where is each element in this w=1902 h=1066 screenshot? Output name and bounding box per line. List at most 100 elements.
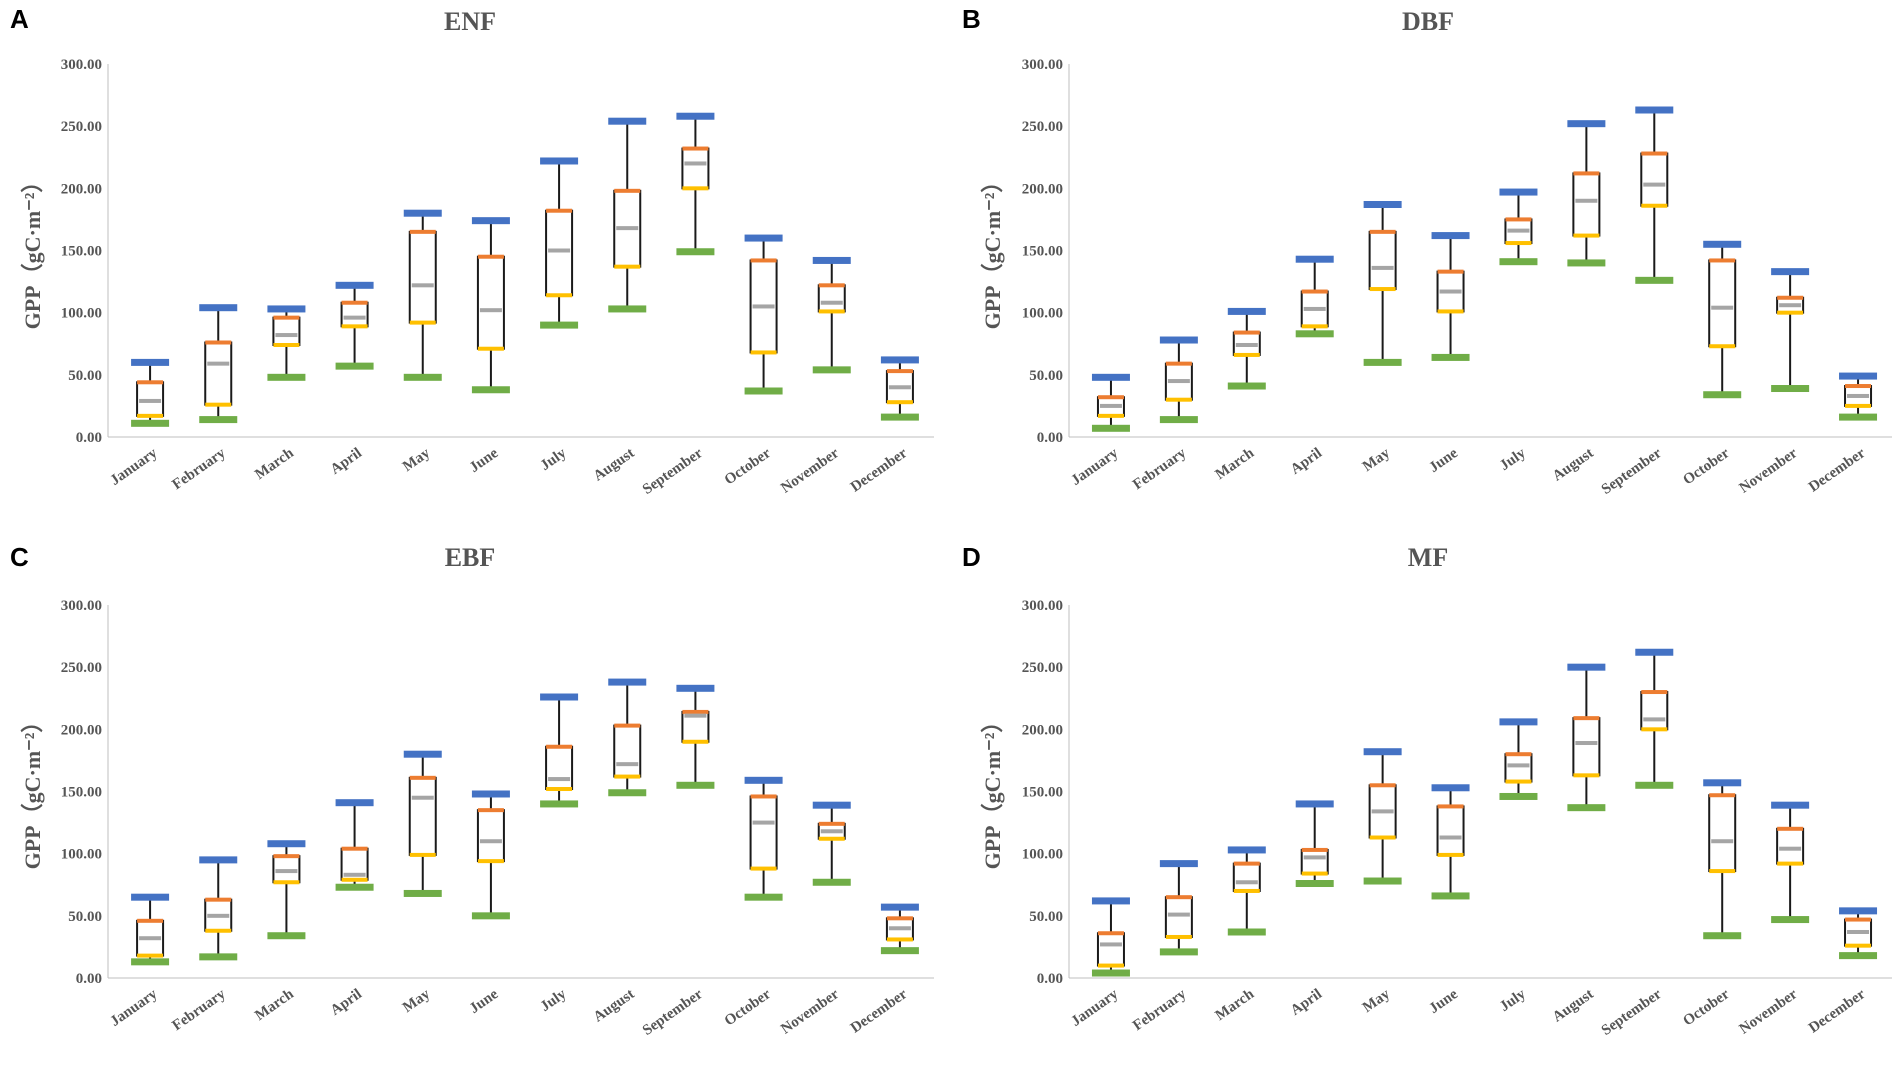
q1-marker: [477, 859, 504, 864]
q1-marker: [409, 320, 436, 325]
iqr-box: [1504, 753, 1533, 783]
x-tick-label: September: [1599, 445, 1665, 498]
min-marker: [1363, 877, 1402, 885]
max-marker: [1091, 897, 1130, 905]
median-marker: [1779, 303, 1802, 308]
panel-letter: A: [10, 4, 29, 34]
q1-marker: [886, 400, 913, 405]
median-marker: [275, 333, 298, 338]
q3-marker: [886, 916, 913, 921]
min-marker: [880, 947, 919, 955]
iqr-box: [340, 301, 369, 328]
q3-marker: [1777, 295, 1804, 300]
iqr-box: [1096, 932, 1125, 967]
iqr-box: [1708, 794, 1737, 873]
q1-marker: [1233, 352, 1260, 357]
min-marker: [608, 305, 647, 313]
min-marker: [1635, 276, 1674, 284]
x-tick-label: January: [108, 445, 161, 489]
q1-marker: [205, 928, 232, 933]
iqr-box: [545, 745, 574, 791]
iqr-box: [1436, 805, 1465, 856]
q1-marker: [1573, 233, 1600, 238]
max-marker: [608, 678, 647, 686]
x-tick-label: August: [591, 986, 638, 1025]
x-tick-label: April: [1288, 445, 1325, 478]
min-marker: [1499, 258, 1538, 266]
iqr-box: [817, 284, 846, 313]
q3-marker: [1709, 258, 1736, 263]
q3-marker: [1165, 895, 1192, 900]
median-marker: [1099, 942, 1122, 947]
median-marker: [1167, 912, 1190, 917]
max-marker: [1363, 748, 1402, 756]
max-marker: [1567, 120, 1606, 128]
q1-marker: [341, 324, 368, 329]
x-tick-label: November: [778, 986, 842, 1038]
q1-marker: [1233, 888, 1260, 893]
min-marker: [267, 373, 306, 381]
median-marker: [343, 872, 366, 877]
q3-marker: [1573, 716, 1600, 721]
q1-marker: [1165, 397, 1192, 402]
q3-marker: [137, 380, 164, 385]
min-marker: [1159, 416, 1198, 424]
panel-c: C EBF GPP（gC·m⁻²） 0.00 50.00 100.00 150.00 200.…: [10, 542, 934, 1039]
iqr-box: [408, 776, 437, 856]
q1-marker: [1165, 934, 1192, 939]
iqr-box: [1368, 230, 1397, 291]
max-marker: [1431, 784, 1470, 792]
min-marker: [471, 386, 510, 394]
x-tick-label: January: [1068, 445, 1121, 489]
min-marker: [131, 958, 170, 966]
q3-marker: [477, 808, 504, 813]
q3-marker: [137, 918, 164, 923]
panel-letter: B: [962, 4, 981, 34]
min-marker: [199, 416, 238, 424]
max-marker: [1431, 232, 1470, 240]
median-marker: [1847, 929, 1870, 934]
chart-title: MF: [1408, 543, 1448, 572]
iqr-box: [1640, 691, 1669, 731]
median-marker: [1371, 265, 1394, 270]
min-marker: [1771, 916, 1810, 924]
q3-marker: [750, 258, 777, 263]
max-marker: [1363, 200, 1402, 208]
x-tick-label: October: [1680, 445, 1732, 488]
median-marker: [1371, 809, 1394, 814]
min-marker: [1227, 928, 1266, 936]
q1-marker: [477, 346, 504, 351]
q1-marker: [1301, 871, 1328, 876]
min-marker: [540, 800, 579, 808]
median-marker: [752, 820, 775, 825]
x-tick-label: August: [1550, 445, 1597, 484]
median-marker: [1575, 741, 1598, 746]
q1-marker: [273, 880, 300, 885]
q3-marker: [1097, 395, 1124, 400]
q3-marker: [1097, 931, 1124, 936]
q3-marker: [1709, 793, 1736, 798]
q1-marker: [1301, 324, 1328, 329]
iqr-box: [1708, 259, 1737, 348]
iqr-box: [681, 147, 710, 190]
median-marker: [548, 248, 571, 253]
y-tick-label: 250.00: [1022, 660, 1063, 676]
q3-marker: [614, 188, 641, 193]
iqr-box: [204, 341, 233, 406]
q3-marker: [818, 821, 845, 826]
max-marker: [880, 356, 919, 364]
iqr-box: [1572, 172, 1601, 237]
y-tick-label: 150.00: [61, 785, 102, 801]
median-marker: [1439, 289, 1462, 294]
min-marker: [403, 373, 442, 381]
y-tick-label: 150.00: [1022, 244, 1063, 260]
x-tick-label: March: [1213, 986, 1258, 1024]
min-marker: [608, 789, 647, 797]
min-marker: [1295, 330, 1334, 338]
y-tick-label: 100.00: [1022, 847, 1063, 863]
min-marker: [812, 366, 851, 374]
y-axis-label: GPP（gC·m⁻²）: [980, 711, 1005, 870]
q3-marker: [1641, 151, 1668, 156]
panel-a: A ENF GPP（gC·m⁻²） 0.00 50.00 100.00 150.00 200.…: [10, 4, 934, 498]
median-marker: [411, 283, 434, 288]
